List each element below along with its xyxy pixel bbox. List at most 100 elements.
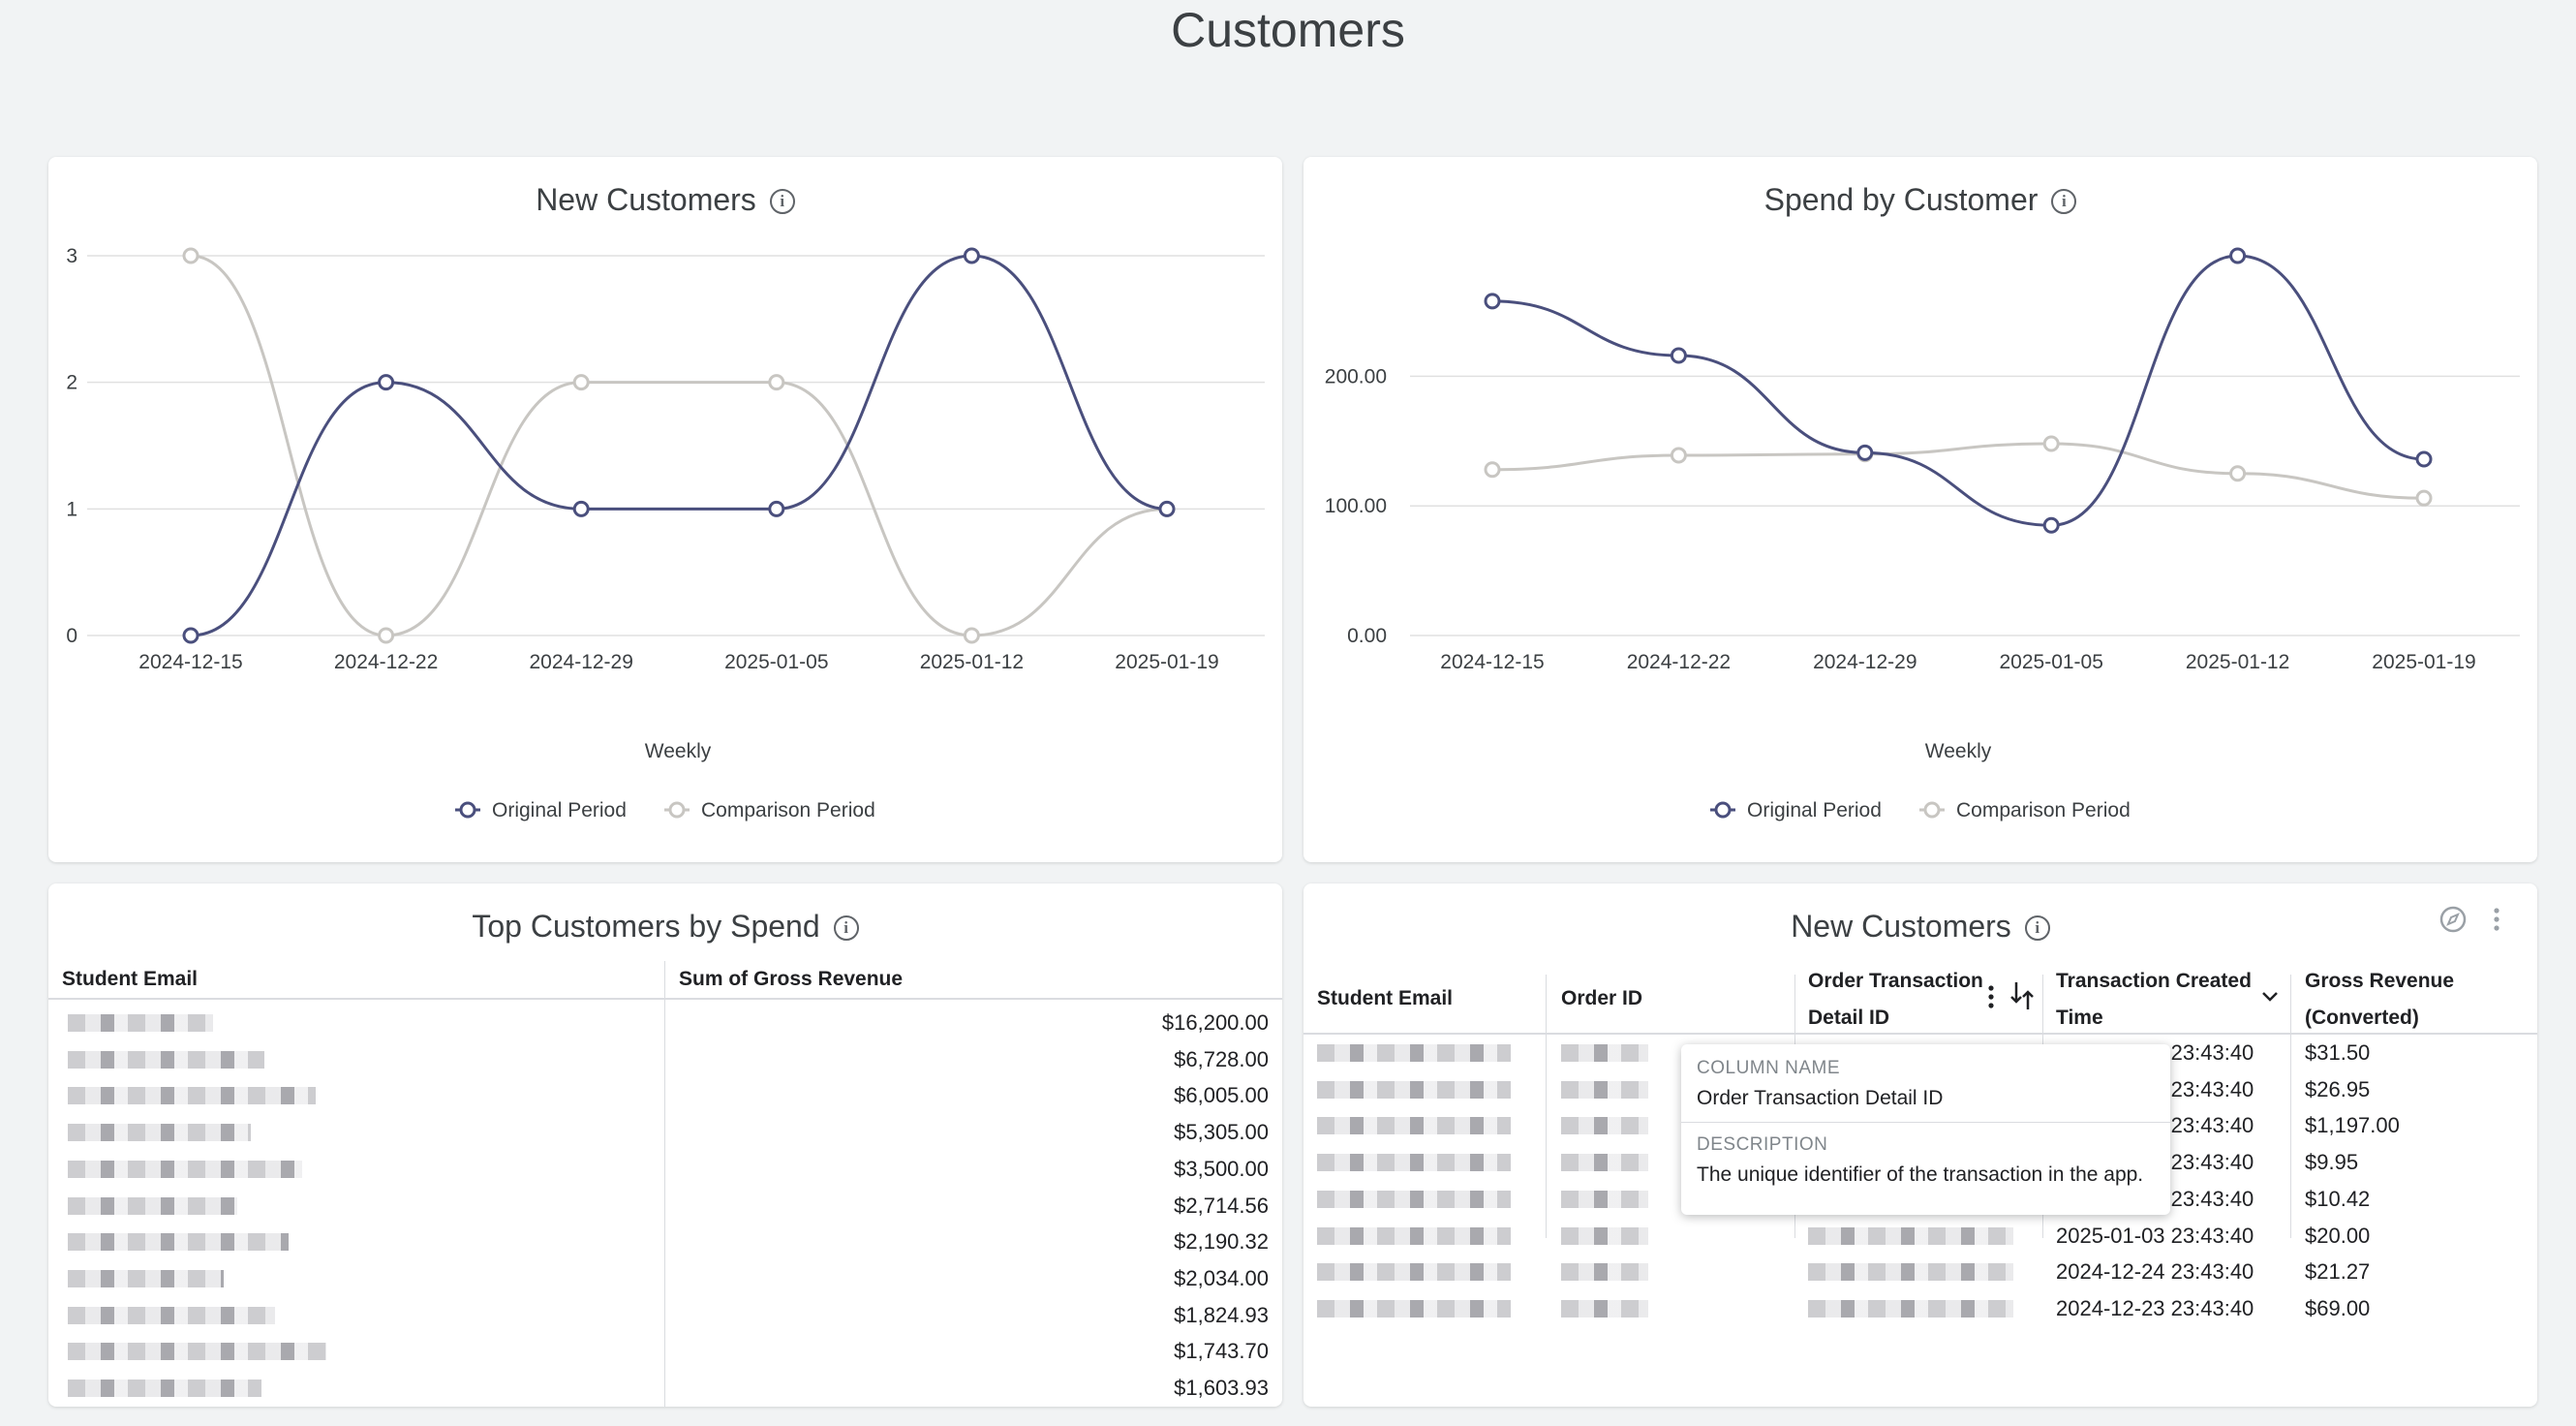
sort-icon[interactable]	[2009, 980, 2035, 1011]
info-icon[interactable]: i	[2024, 915, 2050, 941]
more-vert-icon[interactable]	[2487, 905, 2506, 934]
column-header-line: Gross Revenue	[2305, 970, 2455, 992]
redacted-value	[1317, 1117, 1511, 1135]
table-row[interactable]: $6,005.00	[48, 1077, 1282, 1114]
redacted-email	[68, 1306, 275, 1324]
redacted-value	[1808, 1299, 2013, 1318]
redacted-email	[68, 1050, 264, 1069]
data-point	[2042, 435, 2060, 452]
series-line-original	[1491, 254, 2425, 527]
table-row[interactable]: $1,824.93	[48, 1297, 1282, 1334]
column-header-sum-gross-revenue[interactable]: Sum of Gross Revenue	[679, 968, 904, 990]
gross-revenue-cell: $10.42	[2305, 1186, 2371, 1211]
chevron-down-icon[interactable]	[2260, 990, 2280, 1004]
data-point	[963, 627, 980, 644]
x-tick-label: 2024-12-15	[1440, 651, 1544, 673]
info-icon[interactable]: i	[2051, 189, 2077, 214]
gross-revenue-cell: $69.00	[2305, 1295, 2371, 1320]
redacted-email	[68, 1343, 326, 1361]
redacted-value	[1317, 1154, 1511, 1172]
info-icon[interactable]: i	[769, 189, 795, 214]
table-row[interactable]: $2,034.00	[48, 1260, 1282, 1297]
legend-label: Comparison Period	[701, 799, 875, 822]
more-vert-icon[interactable]	[1984, 982, 1998, 1011]
x-tick-label: 2024-12-15	[138, 651, 242, 673]
x-axis-label: Weekly	[645, 740, 712, 762]
column-header-order-id[interactable]: Order ID	[1561, 987, 1643, 1009]
data-point	[572, 500, 590, 517]
top-customers-title-wrap: Top Customers by Spend i	[48, 909, 1282, 945]
transaction-time-cell: 2024-12-24 23:43:40	[2056, 1259, 2254, 1285]
y-tick-label: 200.00	[1325, 365, 1387, 388]
revenue-cell: $2,190.32	[1174, 1229, 1269, 1255]
x-tick-label: 2024-12-22	[334, 651, 438, 673]
data-point	[378, 627, 395, 644]
explore-icon[interactable]	[2438, 905, 2468, 934]
table-row[interactable]: $3,500.00	[48, 1151, 1282, 1188]
data-point	[2415, 489, 2433, 507]
table-row[interactable]: $1,603.93	[48, 1370, 1282, 1407]
table-row[interactable]: $2,190.32	[48, 1224, 1282, 1260]
spend-by-customer-chart-card: Spend by Customer i 0.00 100.00 200.00 2024-…	[1303, 157, 2537, 862]
redacted-value	[1561, 1154, 1648, 1172]
revenue-cell: $16,200.00	[1161, 1010, 1269, 1035]
redacted-email	[68, 1269, 224, 1287]
new-customers-chart-card: New Customers i 0 1 2 3 2024-12-15 2024-12-22 2…	[48, 157, 1282, 862]
data-point	[1670, 347, 1687, 364]
gross-revenue-cell: $1,197.00	[2305, 1113, 2400, 1138]
table-row[interactable]: 2024-12-23 23:43:40 $69.00	[1303, 1290, 2537, 1327]
column-header-transaction-created-time[interactable]: Transaction Created Time	[2056, 963, 2252, 1037]
x-tick-label: 2025-01-12	[2186, 651, 2289, 673]
table-row[interactable]: 2024-12-24 23:43:40 $21.27	[1303, 1254, 2537, 1290]
redacted-value	[1317, 1190, 1511, 1208]
data-point	[1856, 444, 1874, 461]
redacted-email	[68, 1380, 261, 1397]
legend-label: Comparison Period	[1956, 799, 2131, 822]
data-point	[2229, 247, 2247, 264]
data-point	[2042, 516, 2060, 534]
revenue-cell: $1,743.70	[1174, 1339, 1269, 1364]
new-customers-table-title-wrap: New Customers i	[1303, 909, 2537, 945]
data-point	[2229, 465, 2247, 482]
table-row[interactable]: $5,305.00	[48, 1114, 1282, 1151]
redacted-value	[1317, 1080, 1511, 1099]
table-row[interactable]: $16,200.00	[48, 1005, 1282, 1041]
column-description-tooltip: COLUMN NAME Order Transaction Detail ID …	[1681, 1044, 2170, 1215]
revenue-cell: $6,005.00	[1174, 1083, 1269, 1108]
revenue-cell: $6,728.00	[1174, 1046, 1269, 1071]
data-point	[572, 374, 590, 391]
data-point	[2415, 450, 2433, 468]
redacted-value	[1561, 1226, 1648, 1245]
redacted-value	[1317, 1263, 1511, 1282]
y-tick-label: 100.00	[1325, 495, 1387, 517]
redacted-value	[1561, 1263, 1648, 1282]
tooltip-column-name-label: COLUMN NAME	[1697, 1058, 1841, 1078]
table-row[interactable]: $6,728.00	[48, 1041, 1282, 1078]
redacted-value	[1808, 1263, 2013, 1282]
x-tick-label: 2025-01-05	[724, 651, 828, 673]
column-header-order-transaction-detail-id[interactable]: Order Transaction Detail ID	[1808, 963, 1982, 1037]
column-header-line: Time	[2056, 1007, 2103, 1029]
series-line-original	[190, 254, 1168, 637]
y-tick-label: 1	[66, 498, 77, 520]
top-customers-card: Top Customers by Spend i Student Email Su…	[48, 884, 1282, 1407]
data-point	[768, 500, 785, 517]
legend-label: Original Period	[492, 799, 627, 822]
revenue-cell: $1,603.93	[1174, 1376, 1269, 1400]
x-axis-label: Weekly	[1925, 740, 1992, 762]
table-row[interactable]: $1,743.70	[48, 1333, 1282, 1370]
x-tick-label: 2025-01-19	[1115, 651, 1218, 673]
table-row[interactable]: $2,714.56	[48, 1188, 1282, 1224]
column-header-gross-revenue[interactable]: Gross Revenue (Converted)	[2305, 963, 2454, 1037]
column-header-student-email[interactable]: Student Email	[1317, 987, 1454, 1009]
legend-swatch-marker	[1923, 801, 1941, 819]
tooltip-divider	[1681, 1122, 2170, 1123]
column-header-student-email[interactable]: Student Email	[62, 968, 199, 990]
table-header: Student Email Order ID Order Transaction…	[1303, 965, 2537, 1035]
spend-chart-title: Spend by Customer	[1763, 182, 2039, 217]
info-icon[interactable]: i	[833, 915, 859, 941]
revenue-cell: $2,714.56	[1174, 1193, 1269, 1218]
data-point	[1484, 461, 1501, 479]
table-row[interactable]: 2025-01-03 23:43:40 $20.00	[1303, 1218, 2537, 1255]
redacted-email	[68, 1233, 289, 1252]
